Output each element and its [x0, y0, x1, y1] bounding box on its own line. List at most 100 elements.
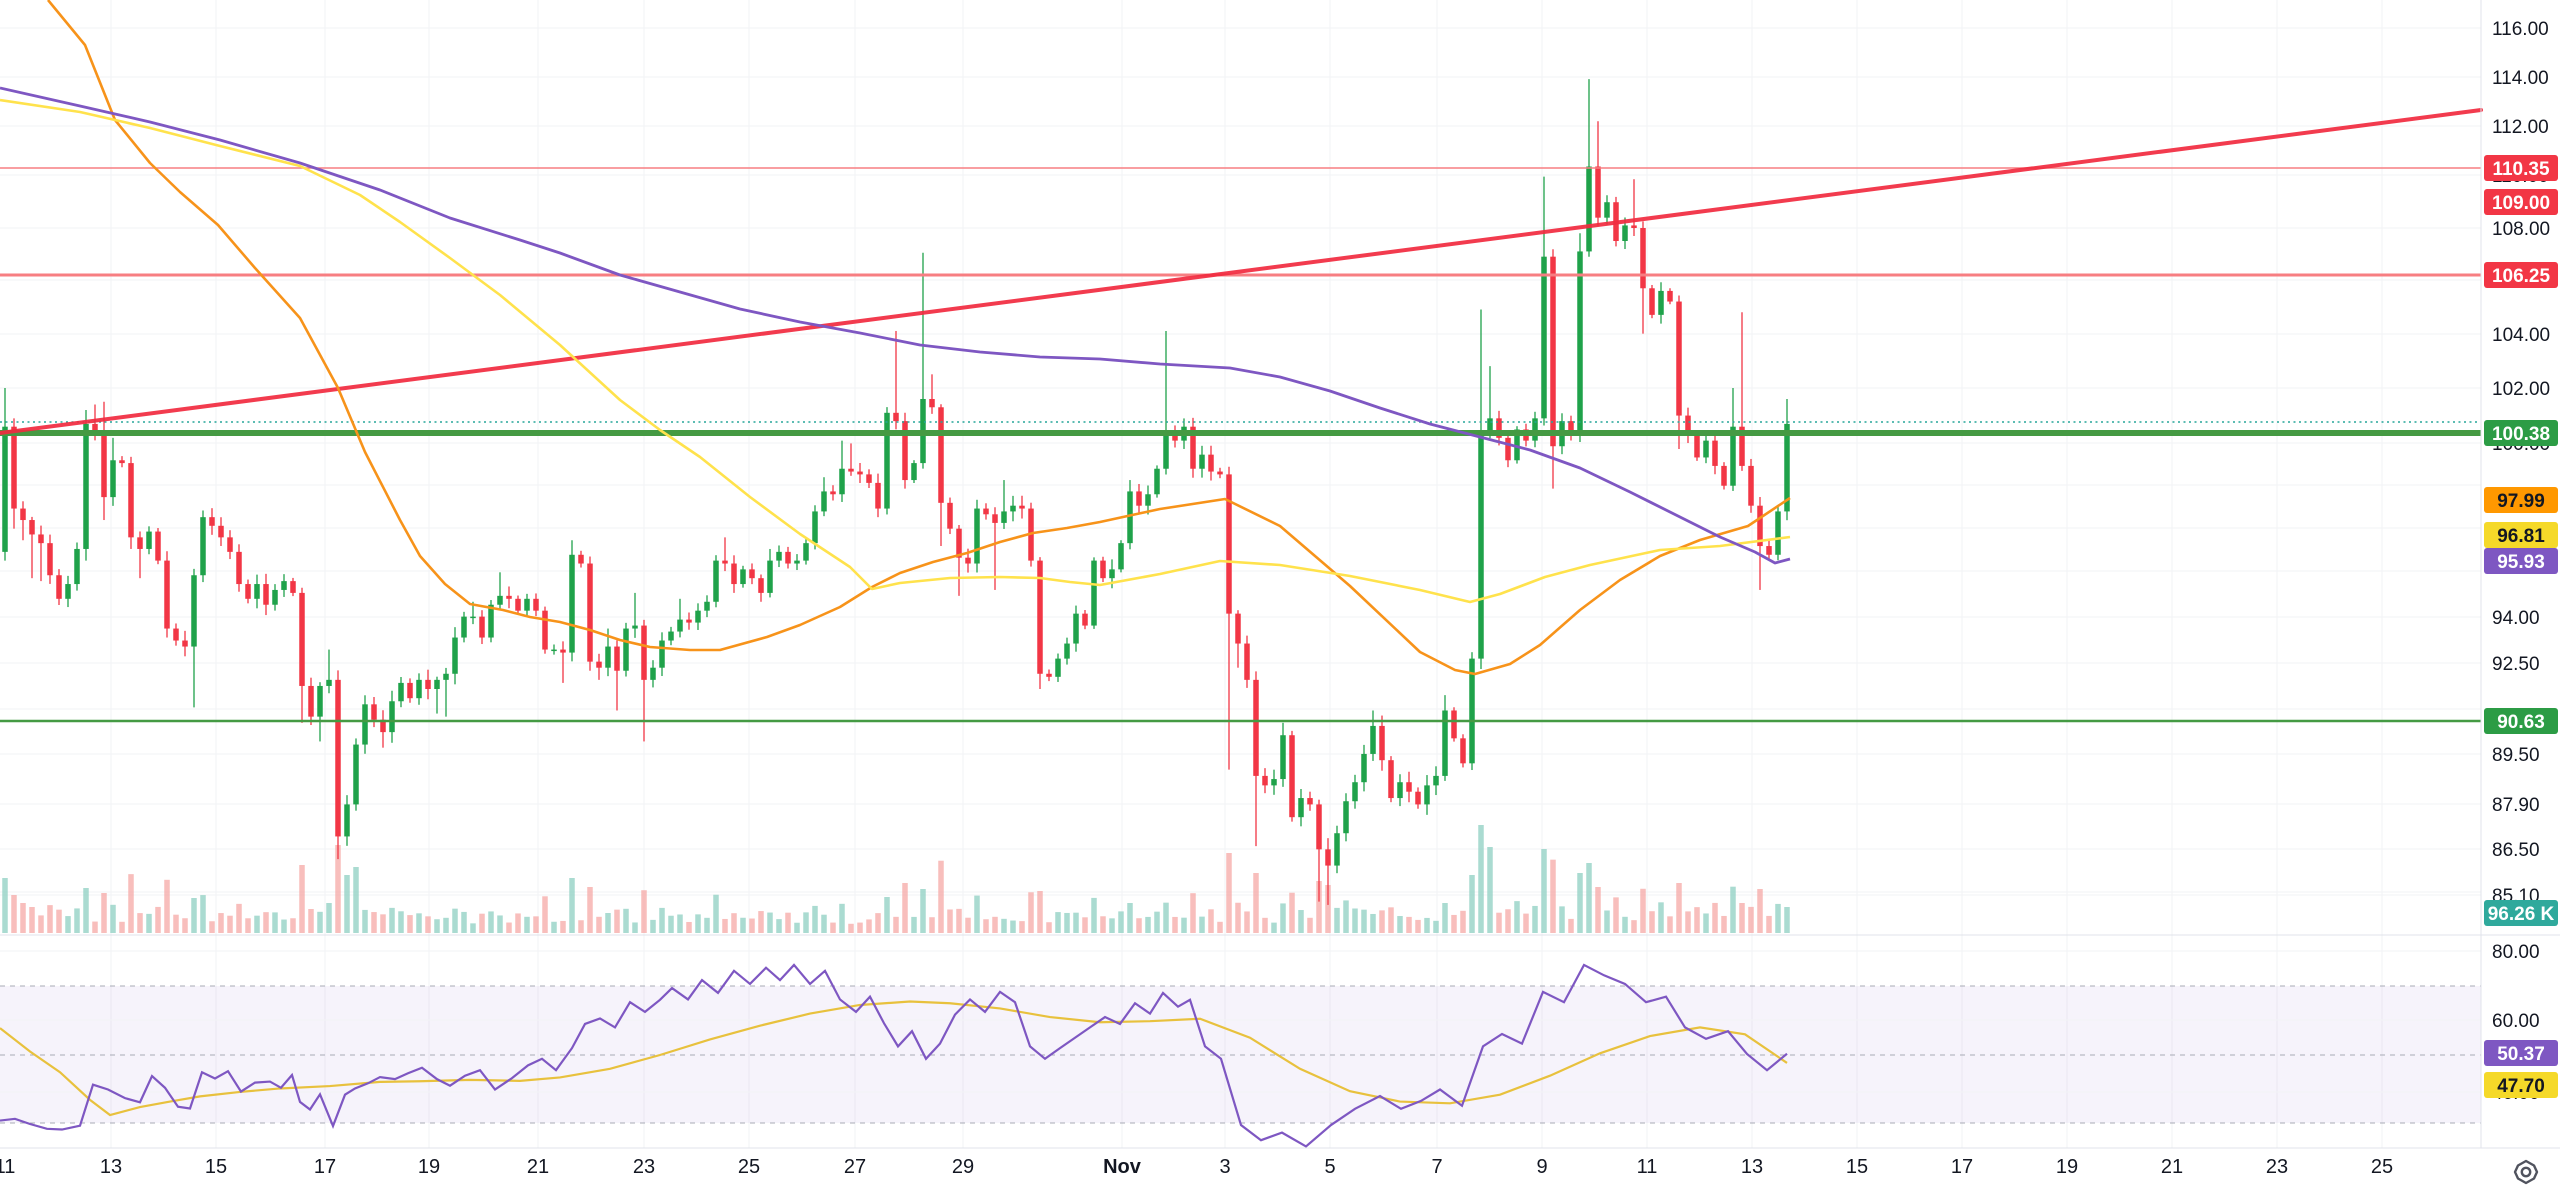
volume-bar [1631, 920, 1637, 933]
volume-bar [1604, 910, 1610, 933]
trendline-rising[interactable] [0, 108, 2483, 435]
vertical-gridlines [110, 0, 2383, 1148]
volume-bar [1577, 873, 1583, 933]
volume-bar [1442, 903, 1448, 933]
volume-bar [1325, 885, 1331, 933]
candle-body [1433, 775, 1439, 786]
price-label-106-25: 106.25 [2484, 262, 2558, 288]
candle-body [1118, 543, 1124, 570]
volume-bar [776, 919, 782, 933]
volume-bar [1388, 907, 1394, 933]
volume-bar [1073, 912, 1079, 933]
volume-bar [758, 911, 764, 933]
horizontal-gridlines [0, 27, 2481, 896]
volume-bar [1451, 914, 1457, 933]
time-label: 11 [1637, 1156, 1658, 1178]
price-label-100-38-text: 100.38 [2492, 424, 2550, 445]
volume-bar [353, 867, 359, 933]
candle-body [749, 569, 755, 579]
gear-icon[interactable] [2513, 1159, 2539, 1185]
candle-body [1586, 166, 1592, 252]
volume-bar [956, 908, 962, 933]
volume-bar [65, 916, 71, 933]
candle-body [911, 463, 917, 481]
volume-bar [1181, 917, 1187, 933]
candle-body [803, 543, 809, 561]
candle-body [1271, 779, 1277, 786]
ma-orange [46, 0, 1791, 676]
volume-bar [866, 919, 872, 933]
volume-bar [29, 907, 35, 933]
volume-bar [1766, 915, 1772, 933]
candle-body [344, 804, 350, 837]
candle-body [299, 592, 305, 686]
candle-body [704, 601, 710, 611]
volume-bar [947, 909, 953, 933]
volume-bar [1703, 913, 1709, 933]
volume-bar [2, 878, 8, 933]
volume-bar [938, 860, 944, 933]
candle-body [191, 575, 197, 647]
volume-bar [1721, 915, 1727, 933]
volume-bar [623, 908, 629, 933]
price-label-110-35-text: 110.35 [2492, 159, 2549, 180]
time-label: 21 [527, 1156, 549, 1178]
volume-bar [686, 921, 692, 933]
candle-body [614, 646, 620, 671]
rsi-pane[interactable] [0, 950, 2481, 1148]
candle-body [1370, 725, 1376, 754]
time-label: 17 [1951, 1156, 1973, 1178]
volume-bar [632, 922, 638, 933]
time-label: 27 [844, 1156, 866, 1178]
volume-bar [1055, 912, 1061, 933]
volume-bar [560, 920, 566, 933]
volume-bar [272, 912, 278, 933]
volume-bar [1226, 853, 1232, 933]
candle-body [821, 491, 827, 512]
candle-body [1703, 440, 1709, 458]
candle-body [38, 534, 44, 544]
candle-body [2, 426, 8, 552]
volume-bar [650, 919, 656, 933]
volume-bar [1640, 888, 1646, 933]
volume-bar [434, 919, 440, 933]
time-axis[interactable]: 11 13 15 17 19 21 23 25 27 29 Nov 3 5 7 9 11 13 15 17 19 21 2… [0, 1156, 2393, 1178]
volume-bar [1091, 897, 1097, 933]
volume-bar [848, 923, 854, 933]
candle-body [1469, 658, 1475, 764]
candle-body [1334, 833, 1340, 866]
volume-bar [83, 888, 89, 933]
candle-body [1325, 849, 1331, 866]
candle-body [1622, 225, 1628, 242]
volume-bar [1667, 916, 1673, 933]
candle-body [137, 537, 143, 549]
volume-bar [218, 913, 224, 933]
candle-body [1136, 491, 1142, 506]
price-tick-label: 87.90 [2492, 795, 2540, 816]
candle-body [551, 649, 557, 652]
volume-bar [362, 909, 368, 933]
candle-body [1532, 418, 1538, 441]
price-tick-label: 108.00 [2492, 219, 2550, 240]
volume-bar [389, 907, 395, 933]
volume-bar [110, 904, 116, 933]
volume-bar [578, 920, 584, 933]
candle-body [776, 551, 782, 561]
price-axis[interactable]: 116.00114.00112.00110.00108.00106.00104.… [2484, 19, 2558, 1104]
price-label-100-38-bg [2484, 420, 2558, 446]
volume-bar [155, 906, 161, 933]
candle-body [272, 589, 278, 605]
candle-body [29, 520, 35, 535]
time-label: 11 [0, 1156, 15, 1178]
volume-bar [983, 919, 989, 933]
volume-bar [1595, 887, 1601, 933]
candle-body [587, 563, 593, 662]
volume-bar [668, 915, 674, 933]
candle-body [794, 560, 800, 564]
volume-bar [929, 917, 935, 933]
volume-bar [1019, 921, 1025, 933]
candle-body [380, 719, 386, 733]
volume-bar [416, 913, 422, 933]
rsi-label-47-70-text: 47.70 [2497, 1076, 2545, 1097]
